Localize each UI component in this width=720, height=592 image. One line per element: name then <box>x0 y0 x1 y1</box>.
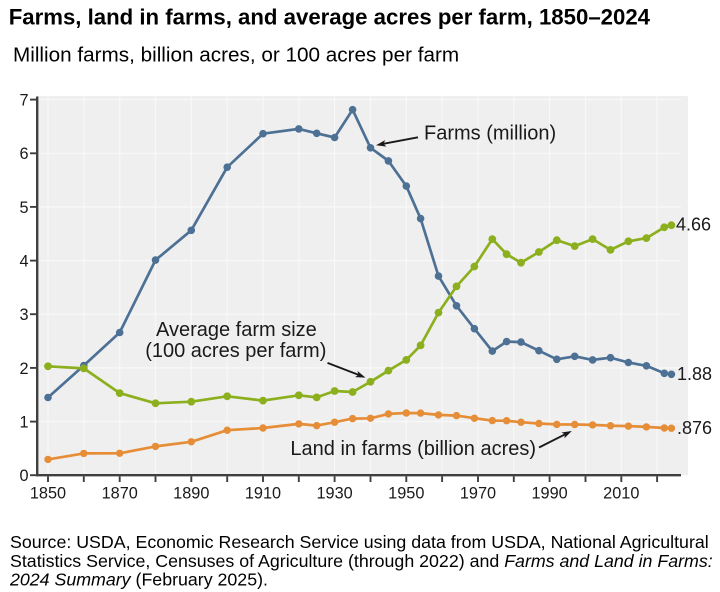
svg-text:4: 4 <box>19 253 28 271</box>
svg-text:Statistics Service, Censuses o: Statistics Service, Censuses of Agricult… <box>10 551 713 571</box>
svg-text:4.66: 4.66 <box>676 215 711 235</box>
svg-text:1850: 1850 <box>30 485 66 503</box>
svg-text:1950: 1950 <box>388 485 424 503</box>
svg-text:0: 0 <box>19 467 28 485</box>
svg-text:1: 1 <box>19 413 28 431</box>
svg-text:Source: USDA, Economic Researc: Source: USDA, Economic Research Service … <box>10 532 709 552</box>
svg-text:Average farm size: Average farm size <box>156 319 317 341</box>
svg-text:1970: 1970 <box>460 485 496 503</box>
svg-text:1870: 1870 <box>102 485 138 503</box>
svg-text:Land in farms (billion acres): Land in farms (billion acres) <box>290 438 536 460</box>
svg-text:2010: 2010 <box>603 485 639 503</box>
svg-text:Farms, land in farms, and aver: Farms, land in farms, and average acres … <box>9 4 651 29</box>
svg-text:6: 6 <box>19 145 28 163</box>
svg-text:7: 7 <box>19 92 28 110</box>
svg-text:2: 2 <box>19 360 28 378</box>
svg-text:5: 5 <box>19 199 28 217</box>
svg-text:1910: 1910 <box>245 485 281 503</box>
svg-text:Farms (million): Farms (million) <box>424 122 556 144</box>
svg-text:2024 Summary (February 2025).: 2024 Summary (February 2025). <box>9 570 268 590</box>
svg-text:1890: 1890 <box>173 485 209 503</box>
svg-text:1930: 1930 <box>316 485 352 503</box>
svg-text:(100 acres per farm): (100 acres per farm) <box>145 340 326 362</box>
svg-text:1990: 1990 <box>531 485 567 503</box>
svg-text:3: 3 <box>19 306 28 324</box>
svg-text:Million farms, billion acres,: Million farms, billion acres, or 100 acr… <box>13 43 459 66</box>
svg-text:1.88: 1.88 <box>677 364 712 384</box>
svg-text:.876: .876 <box>677 418 712 438</box>
